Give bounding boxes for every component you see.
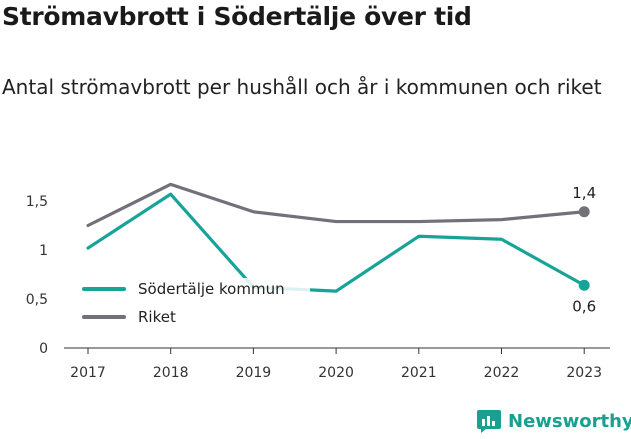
series-line-sodertalje [86,192,586,293]
y-tick-label: 1 [39,243,48,259]
legend-label: Södertälje kommun [138,280,285,298]
data-label-sodertalje: 0,6 [572,297,596,315]
newsworthy-logo-icon [477,410,501,433]
x-tick-label: 2017 [70,365,106,381]
data-point-sodertalje [578,279,590,291]
x-tick-label: 2019 [236,365,272,381]
data-point-riket [578,206,590,218]
x-tick-label: 2023 [566,365,602,381]
y-tick-label: 0,5 [26,292,48,308]
chart-subtitle: Antal strömavbrott per hushåll och år i … [2,75,602,99]
chart-title: Strömavbrott i Södertälje över tid [2,2,472,31]
y-tick-label: 1,5 [26,194,48,210]
x-tick-label: 2022 [484,365,520,381]
y-tick-label: 0 [39,341,48,357]
legend-background [78,278,310,330]
x-tick-label: 2018 [153,365,189,381]
newsworthy-logo-text: Newsworthy [508,410,631,432]
data-label-riket: 1,4 [572,184,596,202]
x-tick-label: 2021 [401,365,437,381]
newsworthy-logo: Newsworthy [476,408,631,434]
x-tick-label: 2020 [318,365,354,381]
series-line-riket [86,182,586,228]
legend-label: Riket [138,308,176,326]
